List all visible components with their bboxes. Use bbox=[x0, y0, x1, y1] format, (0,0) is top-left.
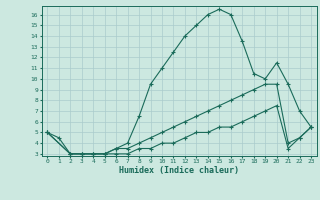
X-axis label: Humidex (Indice chaleur): Humidex (Indice chaleur) bbox=[119, 166, 239, 175]
